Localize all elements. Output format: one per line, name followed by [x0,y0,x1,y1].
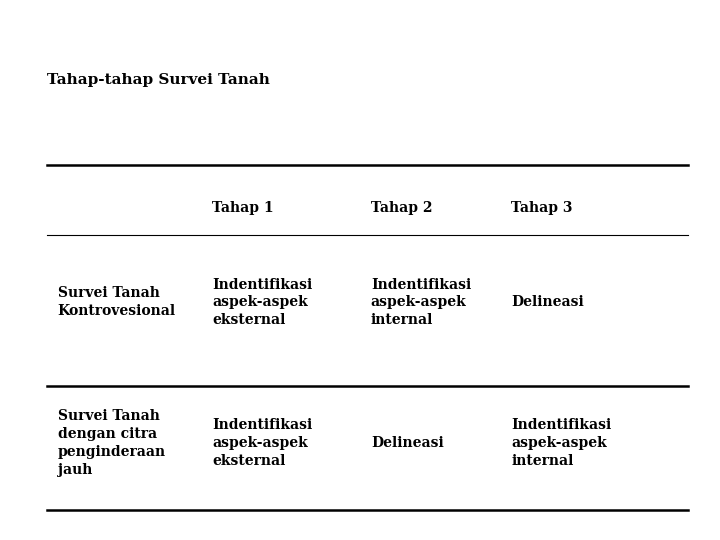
Text: Tahap 2: Tahap 2 [371,201,432,215]
Text: Indentifikasi
aspek-aspek
eksternal: Indentifikasi aspek-aspek eksternal [212,278,312,327]
Text: Tahap 1: Tahap 1 [212,201,274,215]
Text: Indentifikasi
aspek-aspek
internal: Indentifikasi aspek-aspek internal [371,278,471,327]
Text: Indentifikasi
aspek-aspek
eksternal: Indentifikasi aspek-aspek eksternal [212,418,312,468]
Text: Tahap 3: Tahap 3 [511,201,572,215]
Text: Survei Tanah
dengan citra
penginderaan
jauh: Survei Tanah dengan citra penginderaan j… [58,409,166,477]
Text: Delineasi: Delineasi [371,436,444,450]
Text: Indentifikasi
aspek-aspek
internal: Indentifikasi aspek-aspek internal [511,418,611,468]
Text: Delineasi: Delineasi [511,295,584,309]
Text: Tahap-tahap Survei Tanah: Tahap-tahap Survei Tanah [47,73,270,87]
Text: Survei Tanah
Kontrovesional: Survei Tanah Kontrovesional [58,287,176,318]
